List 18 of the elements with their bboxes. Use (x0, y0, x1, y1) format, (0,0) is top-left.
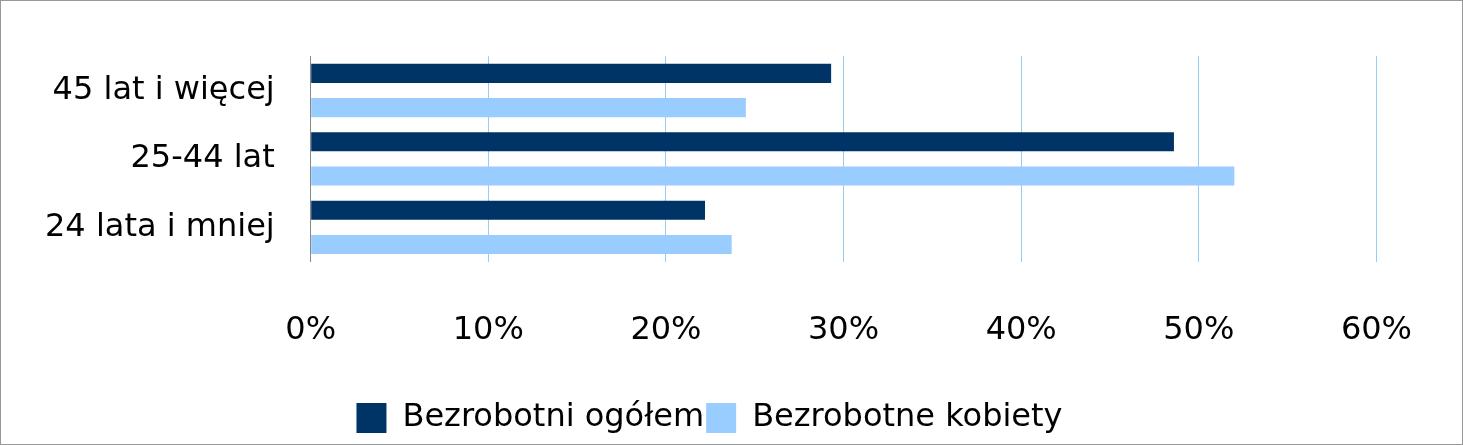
bar (311, 166, 1235, 186)
x-tick-label: 10% (452, 309, 524, 348)
bar (311, 132, 1174, 152)
bar (311, 234, 732, 255)
legend-label: Bezrobotni ogółem (402, 396, 705, 435)
x-tick-label: 30% (808, 309, 880, 348)
y-tick-label: 45 lat i więcej (52, 68, 275, 107)
bar (311, 63, 832, 83)
x-tick-label: 0% (285, 309, 337, 348)
y-tick-label: 25-44 lat (130, 137, 275, 176)
x-tick-label: 60% (1340, 309, 1412, 348)
x-tick-label: 20% (630, 309, 702, 348)
y-tick-label: 24 lata i mniej (45, 205, 275, 244)
x-tick-label: 50% (1163, 309, 1235, 348)
bar (311, 200, 706, 220)
legend-label: Bezrobotne kobiety (752, 396, 1063, 435)
bar (311, 97, 746, 118)
x-tick-label: 40% (985, 309, 1057, 348)
